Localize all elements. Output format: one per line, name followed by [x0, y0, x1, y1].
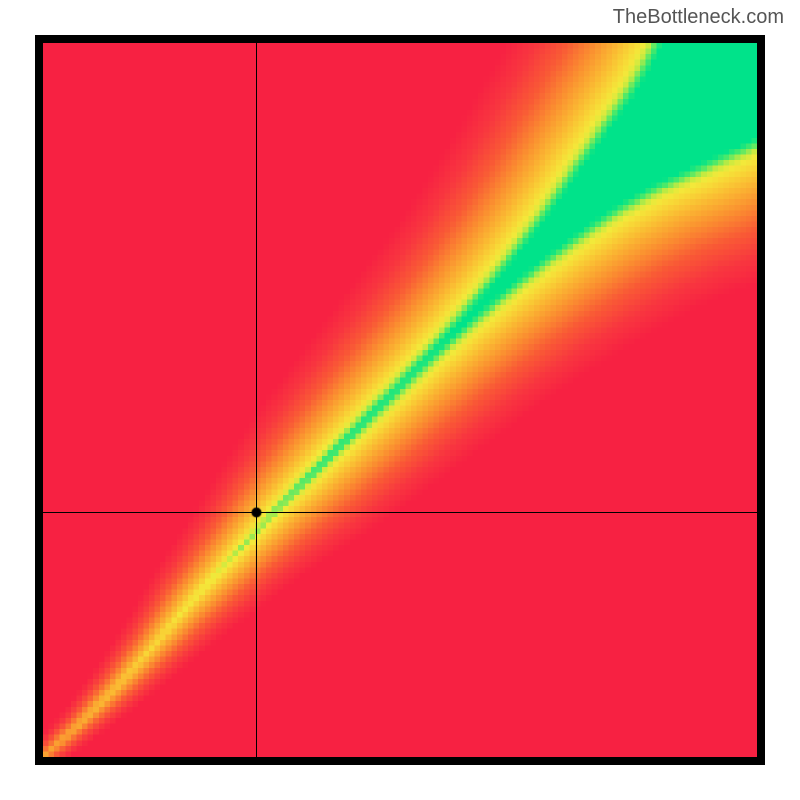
crosshair-vertical: [256, 43, 257, 757]
attribution-text: TheBottleneck.com: [613, 6, 784, 29]
crosshair-horizontal: [43, 512, 757, 513]
heatmap-canvas: [43, 43, 757, 757]
chart-container: TheBottleneck.com: [0, 0, 800, 800]
plot-frame: [35, 35, 765, 765]
